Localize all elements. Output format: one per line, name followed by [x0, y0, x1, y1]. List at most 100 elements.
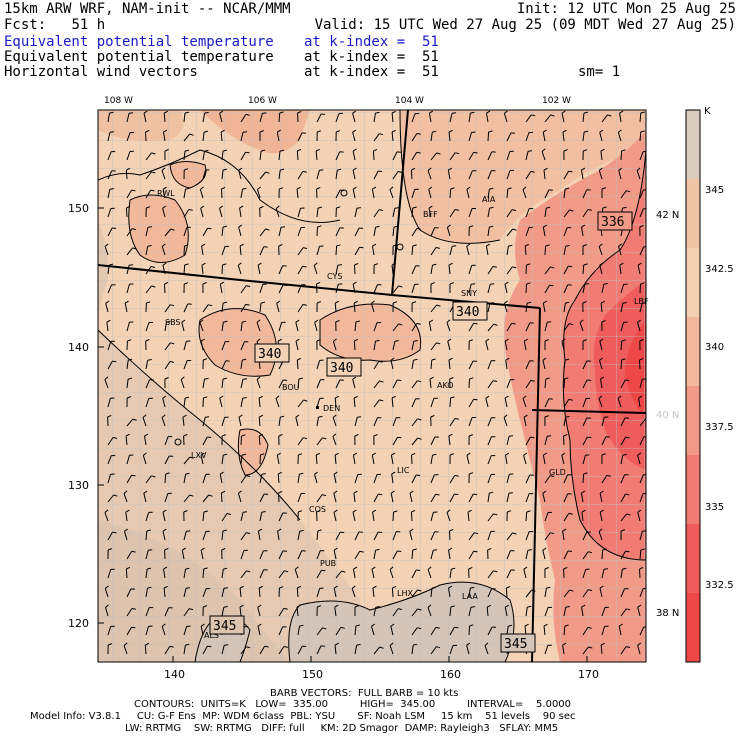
wind-barb — [314, 474, 318, 484]
wind-barb — [352, 284, 356, 294]
wind-barb — [126, 228, 133, 237]
wind-barb — [639, 208, 644, 218]
wind-barb-flag — [416, 322, 421, 325]
wind-barb — [278, 608, 285, 617]
wind-barb-flag — [390, 623, 395, 627]
wind-barb — [126, 379, 129, 389]
wind-barb-flag — [507, 187, 512, 190]
wind-barb — [295, 322, 299, 332]
wind-barb-flag — [393, 225, 399, 228]
wind-barb-flag — [547, 321, 552, 323]
wind-barb-flag — [562, 129, 567, 133]
wind-barb-flag — [162, 205, 167, 209]
wind-barb — [144, 436, 147, 446]
wind-barb — [428, 113, 432, 123]
wind-barb — [221, 530, 224, 541]
wind-barb-flag — [371, 300, 375, 304]
wind-barb — [411, 418, 418, 427]
wind-barb — [145, 475, 152, 484]
wind-barb — [181, 550, 185, 560]
wind-barb — [278, 570, 285, 579]
wind-barb-flag — [239, 205, 244, 209]
wind-barb — [256, 322, 261, 332]
wind-barb — [278, 265, 284, 275]
field-2-level: at k-index = 51 — [304, 49, 439, 65]
field-3-level: at k-index = 51 — [304, 64, 439, 80]
wind-barb — [373, 209, 380, 218]
wind-barb — [639, 626, 645, 636]
wind-barb-flag — [542, 490, 547, 494]
wind-barb — [240, 550, 245, 560]
wind-barb — [125, 207, 128, 218]
wind-barb-flag — [639, 225, 644, 228]
wind-barb-flag — [598, 395, 603, 399]
wind-barb — [183, 189, 186, 199]
wind-barb — [200, 455, 204, 465]
wind-barb-flag — [550, 114, 555, 117]
wind-barb — [601, 626, 606, 636]
wind-barb-flag — [123, 642, 128, 646]
wind-barb-flag — [446, 319, 451, 323]
wind-barb — [202, 531, 207, 541]
wind-barb-flag — [544, 415, 549, 418]
wind-barb — [636, 170, 641, 180]
wind-barb-flag — [359, 246, 364, 249]
wind-barb — [639, 549, 642, 560]
wind-barb-flag — [469, 225, 474, 228]
wind-barb — [371, 569, 375, 579]
wind-barb-flag — [352, 186, 357, 190]
wind-barb — [392, 171, 399, 180]
wind-barb-flag — [378, 493, 383, 496]
wind-barb-flag — [201, 262, 206, 266]
wind-barb-flag — [600, 642, 605, 646]
wind-barb-flag — [203, 358, 208, 361]
wind-barb-flag — [131, 189, 136, 192]
wind-barb — [505, 360, 508, 370]
wind-barb — [278, 512, 284, 522]
wind-barb-flag — [221, 490, 226, 494]
colorbar-label: 345 — [705, 185, 724, 196]
wind-barb — [372, 588, 375, 598]
axis-labels: 150 140 130 120 140 150 160 170 — [68, 202, 599, 681]
wind-barb — [430, 265, 433, 275]
wind-barb-flag — [562, 528, 567, 532]
wind-barb — [541, 151, 546, 161]
wind-barb-flag — [626, 190, 631, 193]
wind-barb — [372, 150, 375, 161]
wind-barb — [449, 645, 454, 655]
wind-barb-flag — [151, 475, 156, 478]
wind-barb-flag — [599, 338, 604, 342]
wind-barb — [126, 588, 132, 598]
wind-barb — [297, 304, 304, 313]
wind-barb-flag — [489, 187, 494, 190]
wind-barb-flag — [639, 339, 644, 342]
wind-barb-flag — [277, 528, 282, 532]
wind-barb — [637, 512, 641, 522]
wind-barb — [237, 265, 242, 275]
wind-barb-flag — [409, 528, 414, 532]
wind-barb-flag — [223, 320, 228, 323]
wind-barb-flag — [279, 586, 284, 589]
wind-barb-flag — [340, 626, 345, 629]
wind-barb — [258, 416, 261, 427]
wind-barb — [392, 531, 397, 541]
y-tick-label: 140 — [68, 341, 89, 354]
wind-barb — [316, 417, 319, 427]
wind-barb-flag — [352, 167, 357, 171]
wind-barb-flag — [436, 304, 441, 307]
wind-barb — [183, 588, 187, 598]
wind-barb-flag — [428, 205, 433, 209]
wind-barb — [107, 531, 113, 541]
wind-barb-flag — [599, 262, 604, 266]
wind-barb — [145, 227, 149, 237]
wind-barb — [485, 341, 489, 351]
wind-barb-flag — [321, 569, 326, 572]
wind-barb — [525, 493, 530, 503]
wind-barb-flag — [565, 415, 570, 418]
wind-barb — [617, 398, 622, 408]
model-title: 15km ARW WRF, NAM-init -- NCAR/MMM — [4, 1, 291, 17]
wind-barb — [201, 246, 204, 256]
wind-barb-flag — [353, 395, 358, 399]
wind-barb-flag — [298, 377, 303, 380]
wind-barb — [582, 531, 588, 541]
